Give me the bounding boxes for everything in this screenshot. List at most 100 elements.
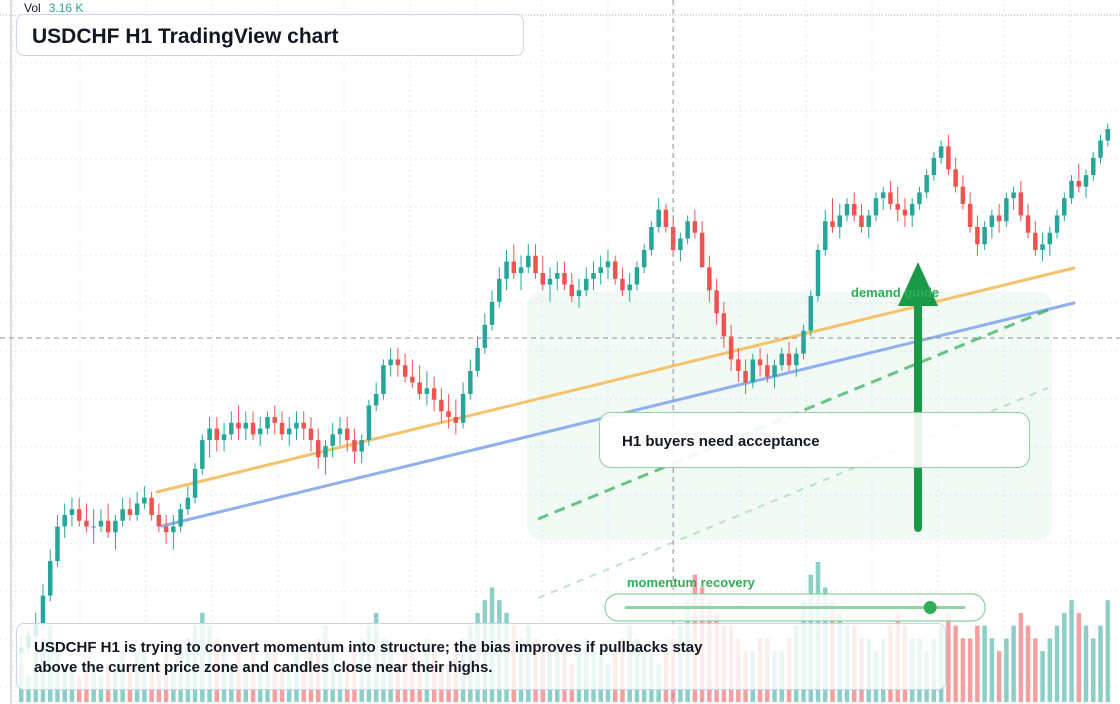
candle <box>236 422 241 429</box>
volume-bar <box>960 638 966 702</box>
candle <box>142 497 147 504</box>
volume-value: 3.16 K <box>48 1 84 15</box>
candle <box>823 221 828 250</box>
candle <box>91 526 96 528</box>
candle <box>583 278 589 291</box>
candle <box>685 221 690 239</box>
volume-bar <box>1076 612 1082 702</box>
candle <box>55 526 60 562</box>
candle <box>308 428 314 441</box>
candle <box>1004 198 1009 222</box>
candle <box>504 261 509 279</box>
candle <box>895 203 900 210</box>
candle <box>134 503 140 515</box>
candle <box>794 353 799 366</box>
candle <box>171 526 176 533</box>
candle <box>127 509 133 515</box>
candles <box>18 123 1111 665</box>
candle <box>410 376 415 383</box>
volume-bar <box>1011 625 1016 702</box>
volume-bar <box>1069 600 1074 702</box>
candle <box>185 497 191 510</box>
candle <box>243 422 249 429</box>
volume-bar <box>1033 638 1038 702</box>
candle <box>359 440 364 452</box>
candle <box>207 428 212 441</box>
candle <box>402 365 408 377</box>
candle <box>272 417 278 423</box>
candle <box>924 175 929 193</box>
candle <box>323 445 328 458</box>
candle <box>649 226 654 250</box>
candle <box>258 428 263 435</box>
candle <box>902 209 908 216</box>
momentum-gauge[interactable] <box>604 593 988 623</box>
candle <box>149 497 154 515</box>
candle <box>779 353 785 366</box>
summary-box: USDCHF H1 is trying to convert momentum … <box>16 623 946 690</box>
candle <box>605 261 611 268</box>
volume-bar <box>1040 651 1045 702</box>
candle <box>547 278 553 285</box>
candle <box>736 359 741 371</box>
candle <box>294 422 299 429</box>
candle <box>40 595 46 625</box>
candle <box>699 232 705 268</box>
momentum-label: momentum recovery <box>627 575 755 590</box>
volume-label: Vol <box>24 1 41 15</box>
candle <box>163 526 169 533</box>
candle <box>287 428 292 435</box>
demand-guide-label: demand guide <box>851 285 940 300</box>
candle <box>728 336 734 360</box>
candle <box>888 192 893 204</box>
candle <box>366 405 372 441</box>
candle <box>765 365 770 377</box>
candle <box>967 203 973 227</box>
candle <box>844 203 850 216</box>
volume-bar <box>989 638 995 702</box>
candle <box>120 509 125 521</box>
candle <box>431 388 437 400</box>
candle <box>301 422 306 429</box>
candle <box>953 169 958 187</box>
candle <box>656 209 661 227</box>
candle <box>786 353 792 366</box>
candle <box>279 422 285 435</box>
candle <box>917 192 922 204</box>
callout-box: H1 buyers need acceptance <box>599 412 1030 468</box>
volume-bar <box>1047 638 1053 702</box>
candle <box>192 468 198 498</box>
candle <box>830 221 835 227</box>
candle <box>69 509 75 515</box>
arrow-head <box>898 262 938 306</box>
candle <box>1083 175 1089 187</box>
candle <box>801 330 806 354</box>
candle <box>337 428 343 435</box>
candle <box>1054 215 1060 233</box>
momentum-knob[interactable] <box>923 601 937 614</box>
candle <box>989 215 995 227</box>
candle <box>598 267 603 274</box>
candle <box>98 520 104 527</box>
candle <box>808 296 814 331</box>
candle <box>1047 232 1053 245</box>
candle <box>627 284 632 291</box>
candle <box>873 198 879 216</box>
candle <box>315 440 321 458</box>
volume-legend: Vol 3.16 K <box>24 1 83 15</box>
candle <box>641 250 647 268</box>
volume-bar <box>1098 625 1103 702</box>
candle <box>214 428 220 441</box>
candle <box>663 209 669 227</box>
candle <box>250 422 256 435</box>
candle <box>1069 180 1074 199</box>
candle <box>460 394 466 423</box>
candle <box>1025 215 1031 233</box>
candle <box>468 370 473 394</box>
volume-bar <box>1018 612 1024 702</box>
candle <box>757 359 763 366</box>
candle <box>837 215 842 227</box>
candle <box>156 514 162 527</box>
candle <box>750 359 756 383</box>
